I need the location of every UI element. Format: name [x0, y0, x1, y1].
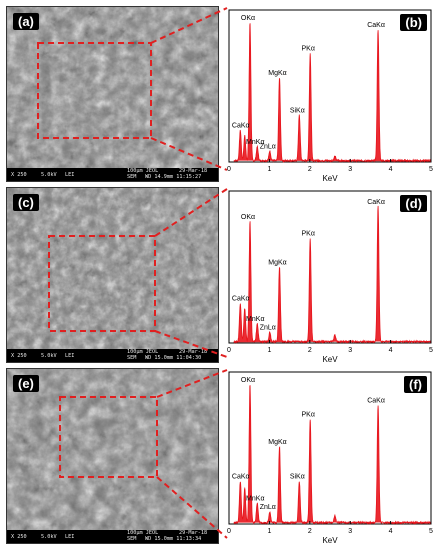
- plot-frame: [228, 190, 432, 344]
- db-wd: WD 15.0mm 11:04:30: [145, 355, 202, 361]
- peak-label: PKα: [302, 45, 315, 52]
- x-axis-label: KeV: [322, 174, 338, 182]
- sem-texture: [7, 188, 218, 362]
- x-tick-label: 1: [267, 166, 271, 173]
- spectrum-line: [233, 23, 432, 163]
- db-mag: X 250: [11, 353, 27, 359]
- peak-label: CaKα: [367, 398, 385, 405]
- db-kv: 5.0kV: [41, 353, 57, 359]
- db-mode: LEI: [65, 534, 75, 540]
- db-mag: X 250: [11, 534, 27, 540]
- x-tick-label: 2: [308, 528, 312, 535]
- x-tick-label: 0: [227, 347, 231, 354]
- db-wd: WD 15.0mm 11:13:34: [145, 536, 202, 542]
- db-date: 29-Mar-18: [179, 168, 208, 174]
- panel-label: (d): [400, 195, 427, 212]
- x-tick-label: 5: [429, 166, 433, 173]
- peak-label: ZnLα: [260, 143, 276, 150]
- x-tick-label: 0: [227, 528, 231, 535]
- sem-image-c: (c) X 250 5.0kV LEI 100µm JEOL 29-Mar-18…: [6, 187, 219, 363]
- plot-frame: [228, 9, 432, 163]
- spectrum-line: [233, 205, 432, 344]
- peak-label: SiKα: [290, 474, 305, 481]
- sem-image-a: (a) X 250 5.0kV LEI 100µm JEOL 29-Mar-18…: [6, 6, 219, 182]
- peak-label: CaKα: [232, 123, 250, 130]
- peak-label: MgKα: [268, 259, 286, 266]
- db-det: SEM: [127, 174, 137, 180]
- peak-label: CaKα: [232, 474, 250, 481]
- db-kv: 5.0kV: [41, 534, 57, 540]
- db-scale: 100µm JEOL: [127, 168, 159, 174]
- x-tick-label: 1: [267, 528, 271, 535]
- x-tick-label: 3: [348, 166, 352, 173]
- panel-label: (f): [404, 376, 427, 393]
- x-tick-label: 4: [389, 528, 393, 535]
- peak-label: PKα: [302, 412, 315, 419]
- spectrum-line: [233, 385, 432, 525]
- peak-label: ZnLα: [260, 324, 276, 331]
- sem-databar: X 250 5.0kV LEI 100µm JEOL 29-Mar-18 SEM…: [7, 349, 218, 362]
- peak-label: OKα: [241, 377, 255, 384]
- x-tick-label: 3: [348, 528, 352, 535]
- panel-label: (e): [13, 375, 39, 392]
- sem-databar: X 250 5.0kV LEI 100µm JEOL 29-Mar-18 SEM…: [7, 530, 218, 543]
- sem-texture: [7, 369, 218, 543]
- x-axis-label: KeV: [322, 536, 338, 544]
- x-tick-label: 0: [227, 166, 231, 173]
- edx-spectrum-d: CaKα OKα MnKα ZnLα MgKα PKα CaKα 0 1 2 3 4 5 KeV (d): [225, 187, 435, 364]
- db-det: SEM: [127, 536, 137, 542]
- x-tick-label: 5: [429, 347, 433, 354]
- panel-label: (c): [13, 194, 39, 211]
- peak-label: MnKα: [246, 139, 264, 146]
- db-mag: X 250: [11, 172, 27, 178]
- peak-label: ZnLα: [260, 504, 276, 511]
- edx-spectrum-f: CaKα OKα MnKα ZnLα MgKα SiKα PKα CaKα 0 1 2 3 4 5 KeV …: [225, 368, 435, 545]
- x-axis-label: KeV: [322, 355, 338, 363]
- peak-label: OKα: [241, 15, 255, 22]
- sem-databar: X 250 5.0kV LEI 100µm JEOL 29-Mar-18 SEM…: [7, 168, 218, 181]
- db-det: SEM: [127, 355, 137, 361]
- peak-label: SiKα: [290, 107, 305, 114]
- x-tick-label: 2: [308, 166, 312, 173]
- db-mode: LEI: [65, 353, 75, 359]
- peak-label: OKα: [241, 214, 255, 221]
- panel-label: (b): [400, 14, 427, 31]
- db-mode: LEI: [65, 172, 75, 178]
- panel-label: (a): [13, 13, 39, 30]
- x-tick-label: 5: [429, 528, 433, 535]
- peak-label: MgKα: [268, 439, 286, 446]
- x-tick-label: 4: [389, 347, 393, 354]
- x-tick-label: 4: [389, 166, 393, 173]
- sem-texture: [7, 7, 218, 181]
- x-tick-label: 2: [308, 347, 312, 354]
- plot-frame: [228, 371, 432, 525]
- x-tick-label: 1: [267, 347, 271, 354]
- db-wd: WD 14.9mm 11:15:27: [145, 174, 202, 180]
- sem-image-e: (e) X 250 5.0kV LEI 100µm JEOL 29-Mar-18…: [6, 368, 219, 544]
- peak-label: CaKα: [232, 295, 250, 302]
- edx-spectrum-b: CaKα OKα MnKα ZnLα MgKα SiKα PKα CaKα 0 1 2 3 4 5 KeV …: [225, 6, 435, 183]
- db-kv: 5.0kV: [41, 172, 57, 178]
- db-scale: 100µm JEOL: [127, 530, 159, 536]
- peak-label: PKα: [302, 231, 315, 238]
- peak-label: MgKα: [268, 70, 286, 77]
- peak-label: CaKα: [367, 22, 385, 29]
- peak-label: MnKα: [246, 496, 264, 503]
- x-tick-label: 3: [348, 347, 352, 354]
- db-scale: 100µm JEOL: [127, 349, 159, 355]
- peak-label: MnKα: [246, 316, 264, 323]
- peak-label: CaKα: [367, 199, 385, 206]
